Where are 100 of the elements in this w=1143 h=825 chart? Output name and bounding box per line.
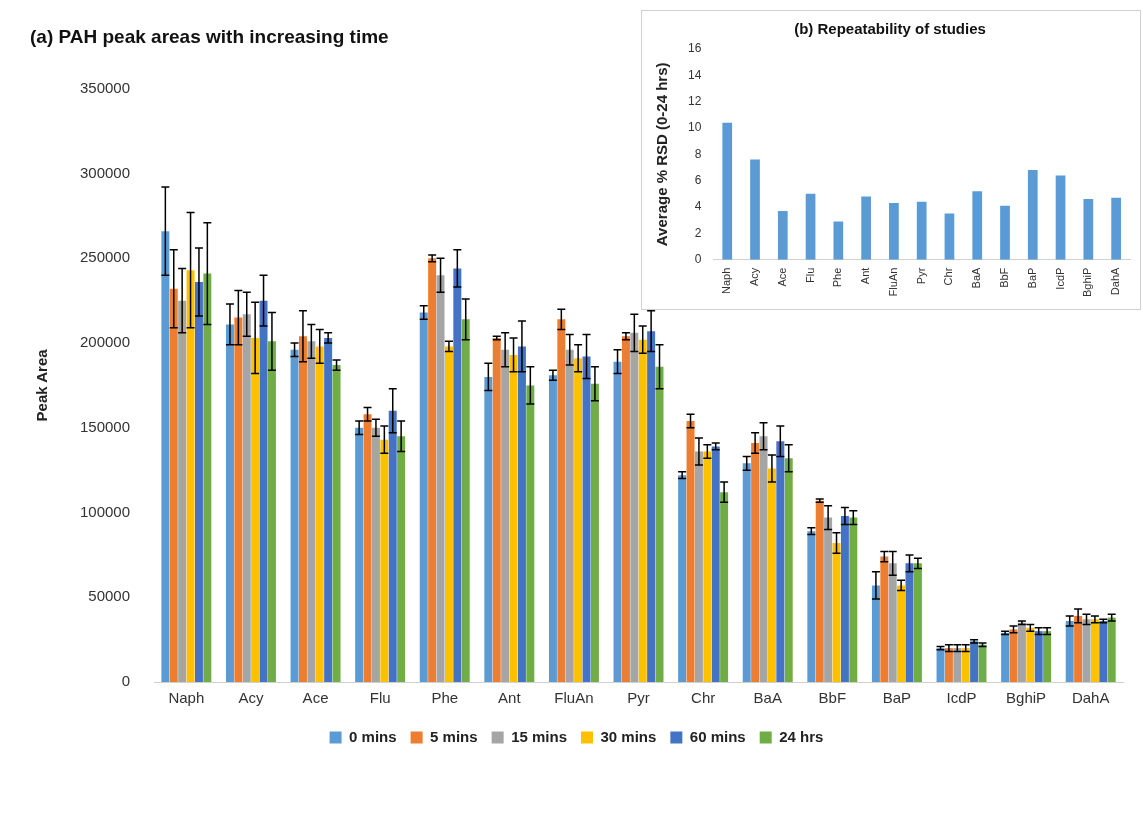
- y-tick-label: 0: [694, 251, 702, 266]
- legend-label: 0 mins: [349, 727, 397, 745]
- bar: [888, 563, 897, 682]
- bar: [1027, 170, 1038, 260]
- legend-label: 30 mins: [600, 727, 657, 745]
- x-tick-label: Pyr: [627, 689, 650, 707]
- bar: [1083, 199, 1094, 260]
- x-tick-label: BghiP: [1006, 689, 1047, 707]
- x-tick-label: Chr: [691, 689, 716, 707]
- legend-label: 5 mins: [430, 727, 478, 745]
- x-tick-label: IcdP: [1053, 267, 1066, 290]
- bar: [630, 332, 639, 682]
- bar: [186, 270, 195, 682]
- bar: [492, 337, 501, 682]
- bar: [1065, 620, 1074, 682]
- bar: [678, 475, 687, 682]
- bar: [307, 341, 316, 682]
- bar: [574, 358, 583, 682]
- bar: [1001, 632, 1010, 682]
- legend-label: 60 mins: [689, 727, 746, 745]
- bar: [944, 213, 955, 260]
- x-tick-label: Flu: [369, 689, 391, 707]
- bar: [815, 500, 824, 682]
- x-tick-label: FluAn: [886, 267, 899, 297]
- x-tick-label: Phe: [831, 267, 844, 288]
- bar: [832, 543, 841, 682]
- x-tick-label: Ace: [775, 267, 788, 287]
- bar: [647, 331, 656, 682]
- legend-label: 15 mins: [511, 727, 567, 745]
- bar: [1111, 197, 1121, 260]
- y-tick-label: 350000: [79, 78, 131, 96]
- bar: [1055, 175, 1066, 260]
- bar: [363, 414, 372, 682]
- x-tick-label: FluAn: [554, 689, 594, 707]
- bar: [897, 585, 906, 682]
- bar: [234, 317, 243, 682]
- bar: [428, 258, 437, 682]
- y-tick-label: 10: [687, 120, 702, 135]
- bar: [225, 324, 234, 682]
- x-tick-label: Acy: [748, 267, 761, 286]
- y-tick-label: 150000: [79, 417, 131, 435]
- bar: [759, 436, 768, 682]
- bar: [242, 314, 251, 682]
- bar: [590, 383, 599, 682]
- bar: [1000, 205, 1010, 260]
- x-tick-label: BbF: [818, 689, 847, 707]
- bar: [548, 375, 557, 682]
- bar: [970, 641, 979, 682]
- bar: [916, 201, 927, 260]
- bar: [501, 349, 510, 682]
- bar: [1043, 631, 1052, 682]
- bar: [1107, 617, 1116, 682]
- bar: [880, 556, 889, 682]
- bar: [936, 648, 945, 682]
- bar: [526, 385, 535, 682]
- y-axis-title: Average % RSD (0-24 hrs): [653, 62, 671, 247]
- bar: [380, 439, 389, 682]
- bar: [517, 346, 526, 682]
- bar: [484, 376, 493, 682]
- x-tick-label: Flu: [803, 267, 816, 283]
- x-tick-label: IcdP: [946, 689, 977, 707]
- bar: [444, 346, 453, 682]
- bar: [203, 273, 212, 682]
- bar: [742, 463, 751, 682]
- bar: [169, 288, 178, 682]
- bar: [436, 275, 445, 682]
- bar: [655, 366, 664, 682]
- x-tick-label: Acy: [238, 689, 264, 707]
- bar: [722, 122, 733, 260]
- bar: [453, 268, 462, 682]
- bar: [557, 319, 566, 682]
- bar: [777, 210, 788, 260]
- bar: [861, 196, 871, 260]
- bar: [1090, 619, 1099, 682]
- bar: [972, 191, 983, 260]
- bar: [694, 451, 703, 682]
- bar: [565, 349, 574, 682]
- bar: [776, 441, 785, 682]
- bar: [1034, 631, 1043, 682]
- bar: [419, 312, 428, 682]
- x-tick-label: Ant: [859, 267, 872, 285]
- bar: [889, 203, 899, 260]
- bar: [161, 231, 170, 682]
- bar: [784, 458, 793, 682]
- bar: [1099, 620, 1108, 682]
- bar: [750, 159, 760, 260]
- x-tick-label: BaA: [970, 266, 983, 289]
- bar: [686, 420, 695, 682]
- bar: [315, 346, 324, 682]
- bar: [582, 356, 591, 682]
- bar: [805, 193, 816, 260]
- chart-title: (a) PAH peak areas with increasing time: [30, 25, 389, 47]
- x-tick-label: Phe: [431, 689, 459, 707]
- x-tick-label: Naph: [720, 267, 733, 294]
- bar: [961, 648, 970, 682]
- bar: [251, 337, 260, 682]
- bar: [509, 354, 518, 682]
- bar: [849, 517, 858, 682]
- y-axis-title: Peak Area: [33, 348, 51, 422]
- bar: [397, 436, 406, 682]
